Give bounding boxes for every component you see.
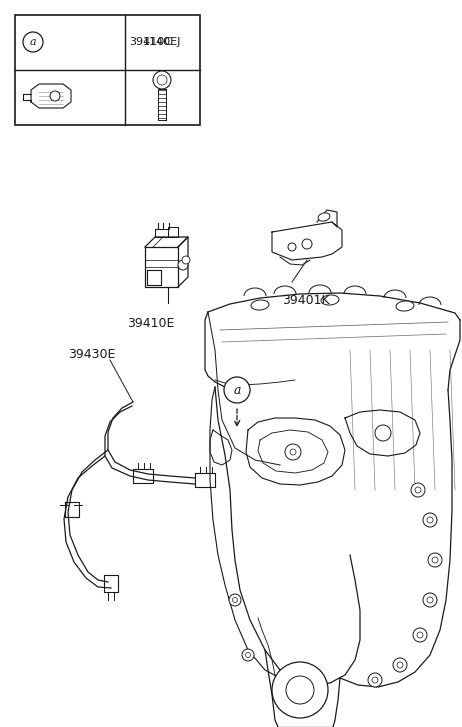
- Circle shape: [286, 676, 314, 704]
- Circle shape: [224, 377, 250, 403]
- Circle shape: [415, 487, 421, 493]
- Circle shape: [285, 444, 301, 460]
- Circle shape: [50, 91, 60, 101]
- Text: 39410C: 39410C: [129, 37, 172, 47]
- Circle shape: [427, 597, 433, 603]
- Circle shape: [417, 632, 423, 638]
- Circle shape: [298, 667, 303, 672]
- Circle shape: [290, 449, 296, 455]
- Text: a: a: [233, 384, 241, 396]
- Circle shape: [397, 662, 403, 668]
- Circle shape: [428, 553, 442, 567]
- Circle shape: [288, 243, 296, 251]
- Text: 39410E: 39410E: [128, 317, 175, 330]
- Ellipse shape: [251, 300, 269, 310]
- Circle shape: [423, 593, 437, 607]
- Circle shape: [178, 260, 188, 270]
- Text: 1140EJ: 1140EJ: [143, 37, 181, 47]
- Circle shape: [427, 517, 433, 523]
- Ellipse shape: [396, 301, 414, 311]
- Ellipse shape: [321, 295, 339, 305]
- Circle shape: [411, 483, 425, 497]
- Circle shape: [393, 658, 407, 672]
- Text: a: a: [30, 37, 36, 47]
- Bar: [15, 15, 200, 125]
- Circle shape: [368, 673, 382, 687]
- Circle shape: [245, 653, 250, 657]
- Circle shape: [229, 594, 241, 606]
- Circle shape: [375, 425, 391, 441]
- Circle shape: [423, 513, 437, 527]
- Circle shape: [272, 662, 328, 718]
- Circle shape: [153, 71, 171, 89]
- Circle shape: [23, 32, 43, 52]
- Circle shape: [372, 677, 378, 683]
- Ellipse shape: [318, 213, 330, 221]
- Circle shape: [413, 628, 427, 642]
- Circle shape: [182, 256, 190, 264]
- Circle shape: [232, 598, 237, 603]
- Text: 39430E: 39430E: [68, 348, 116, 361]
- Circle shape: [294, 664, 306, 676]
- Circle shape: [157, 75, 167, 85]
- Circle shape: [302, 239, 312, 249]
- Circle shape: [432, 557, 438, 563]
- Circle shape: [242, 649, 254, 661]
- Text: 39401K: 39401K: [282, 294, 329, 307]
